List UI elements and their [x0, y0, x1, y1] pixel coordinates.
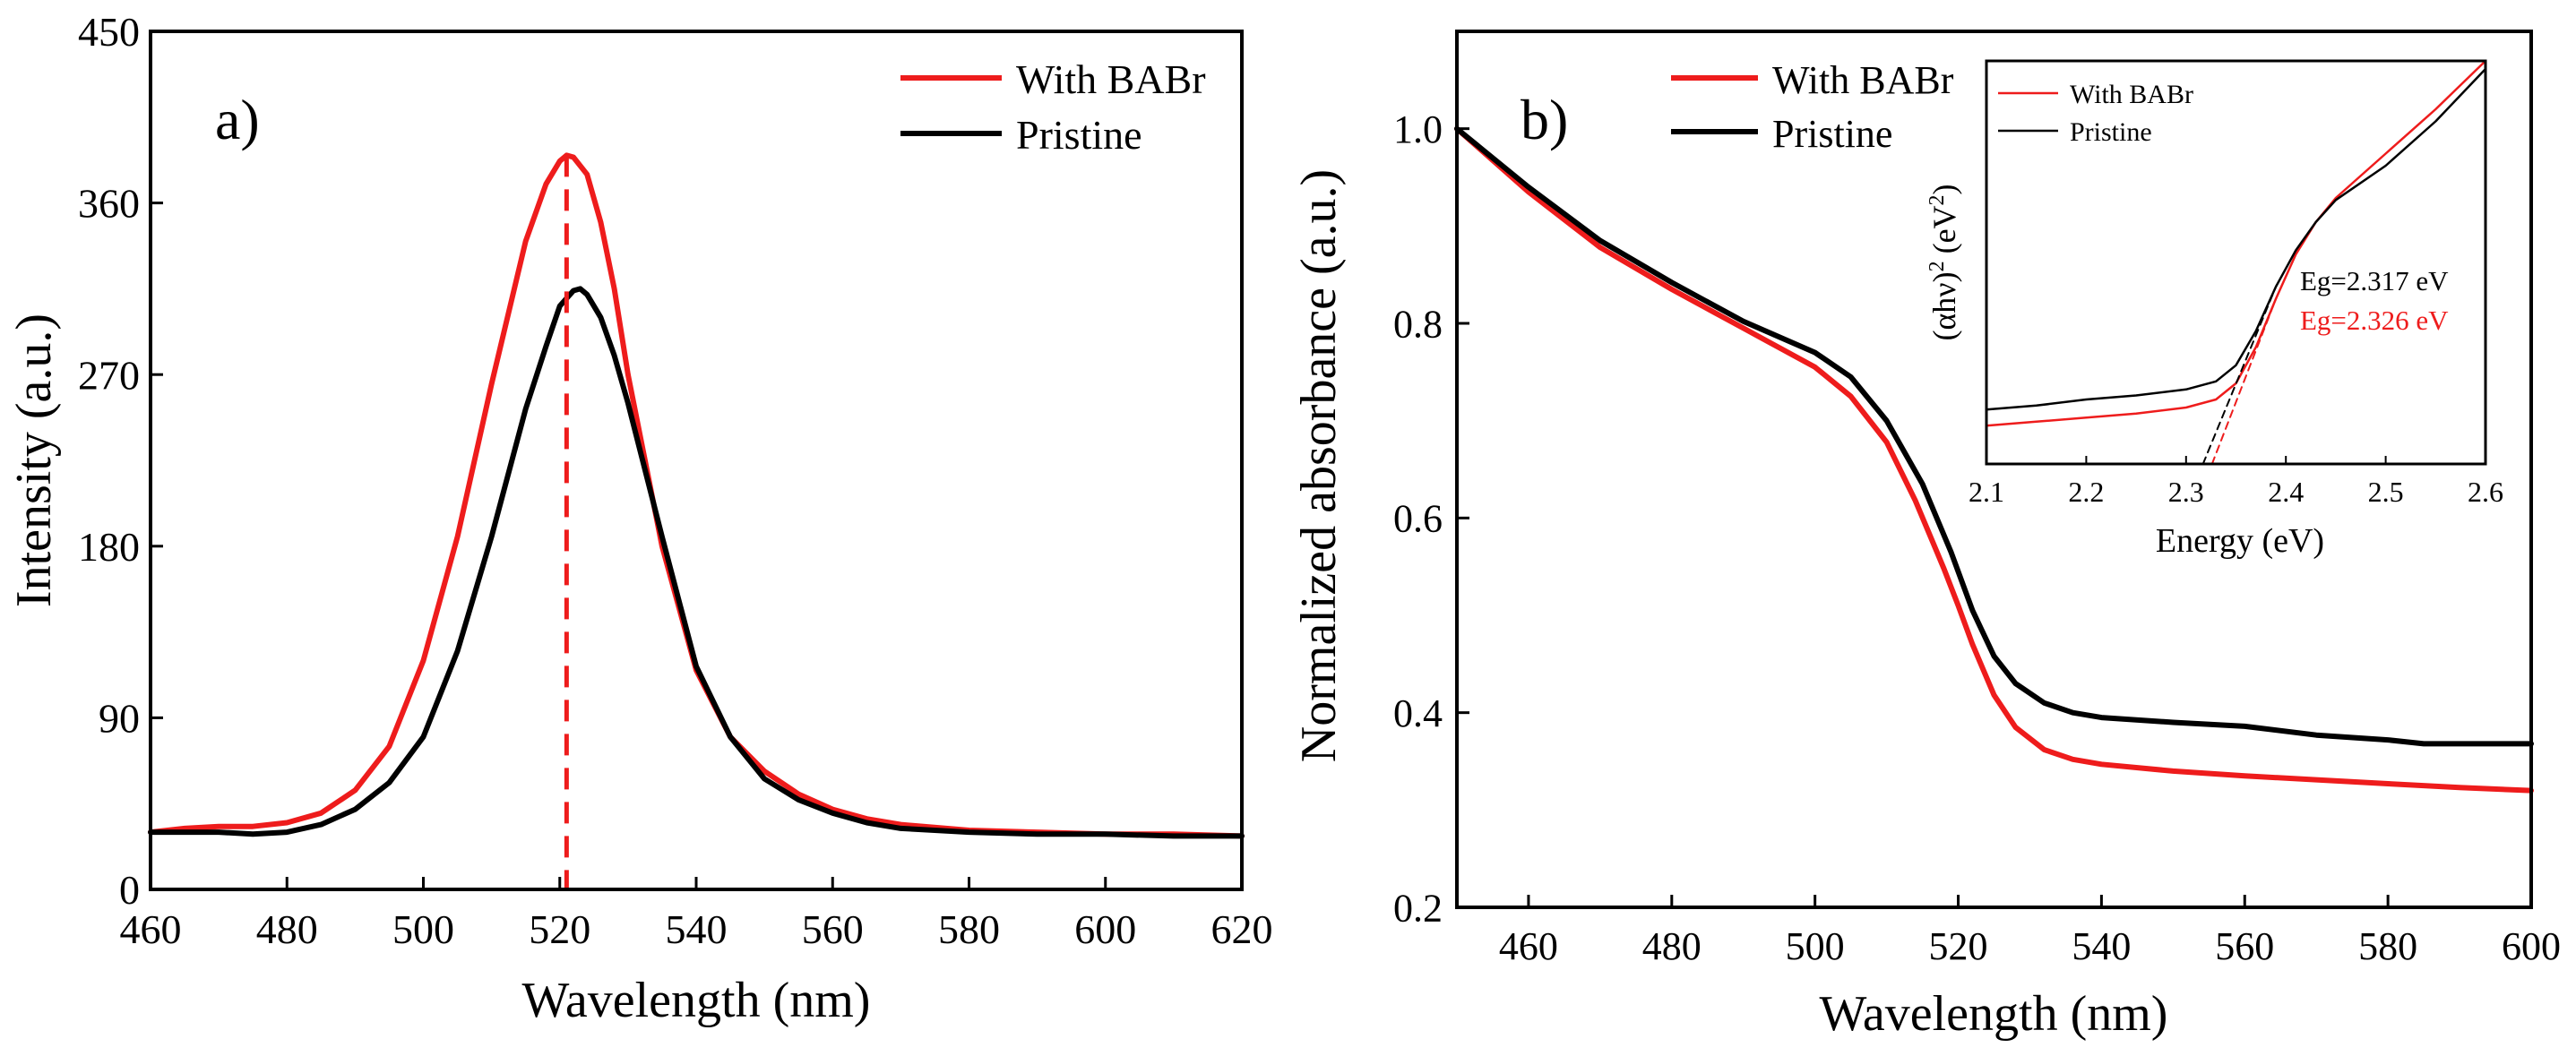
panel-b-curves [1454, 125, 2534, 794]
a-y-tick-label-1: 90 [99, 696, 140, 742]
inset-legend-label-with-babr: With BABr [2070, 80, 2193, 109]
b-y-tick-label-0: 0.2 [1393, 886, 1443, 930]
panel-a-ticks: 460 480 500 520 540 560 580 600 620 0 90 180 270 360 4… [78, 9, 1273, 952]
inset-x-axis-title: Energy (eV) [2156, 522, 2324, 560]
a-series-with-babr [148, 152, 1245, 839]
a-y-tick-label-0: 0 [119, 867, 140, 913]
inset-y-axis-title-base: (αhν) [1926, 271, 1962, 340]
a-x-tick-label-1: 480 [256, 906, 318, 952]
inset-chart: 2.1 2.2 2.3 2.4 2.5 2.6 Energy (eV) (αhν)2(eV… [1926, 59, 2503, 560]
b-x-tick-label-7: 600 [2502, 924, 2561, 968]
i-x-tick-label-4: 2.5 [2368, 476, 2404, 508]
panel-a-legend-label-pristine: Pristine [1016, 112, 1142, 158]
i-series-pristine-fit [2201, 286, 2278, 465]
inset-ticks: 2.1 2.2 2.3 2.4 2.5 2.6 [1969, 456, 2503, 508]
b-x-tick-label-3: 520 [1929, 924, 1988, 968]
i-series-with-babr [1985, 59, 2487, 427]
panel-a-legend-label-with-babr: With BABr [1016, 56, 1206, 102]
panel-b-legend-label-with-babr: With BABr [1772, 58, 1954, 102]
b-y-tick-label-4: 1.0 [1393, 107, 1443, 151]
i-x-tick-label-0: 2.1 [1969, 476, 2004, 508]
panel-a: 460 480 500 520 540 560 580 600 620 0 90 180 270 360 4… [6, 9, 1273, 1028]
a-y-tick-label-4: 360 [78, 181, 140, 227]
i-series-pristine [1985, 67, 2487, 411]
b-x-tick-label-6: 580 [2358, 924, 2417, 968]
panel-a-frame [149, 30, 1244, 891]
inset-legend-label-pristine: Pristine [2070, 117, 2152, 147]
panel-b-frame [1455, 30, 2533, 909]
inset-legend: With BABr Pristine [1998, 80, 2193, 147]
a-x-tick-label-8: 620 [1211, 906, 1273, 952]
a-x-tick-label-4: 540 [666, 906, 728, 952]
b-y-tick-label-3: 0.8 [1393, 302, 1443, 346]
i-x-tick-label-5: 2.6 [2468, 476, 2503, 508]
panel-a-y-axis-title: Intensity (a.u.) [6, 313, 62, 607]
b-x-tick-label-1: 480 [1642, 924, 1702, 968]
panel-b-ticks: 460 480 500 520 540 560 580 600 0.2 0.4 0.6 0.8 1.0 [1393, 107, 2561, 968]
inset-y-axis-title-sup-2: 2 [1926, 194, 1949, 205]
panel-b-label: b) [1521, 88, 1568, 151]
b-series-with-babr [1454, 125, 2534, 794]
inset-y-axis-title-unit: (eV [1926, 205, 1962, 253]
panel-a-x-axis-title: Wavelength (nm) [522, 973, 871, 1028]
i-x-tick-label-3: 2.4 [2268, 476, 2304, 508]
inset-y-axis-title-close: ) [1926, 184, 1962, 194]
inset-annotation-eg-pristine: Eg=2.317 eV [2300, 265, 2449, 296]
a-x-tick-label-0: 460 [120, 906, 182, 952]
b-y-tick-label-1: 0.4 [1393, 691, 1443, 735]
a-y-tick-label-3: 270 [78, 352, 140, 398]
panel-a-label: a) [215, 88, 260, 151]
a-x-tick-label-2: 500 [392, 906, 454, 952]
i-x-tick-label-1: 2.2 [2068, 476, 2104, 508]
a-x-tick-label-5: 560 [802, 906, 864, 952]
panel-b-legend-label-pristine: Pristine [1772, 112, 1892, 156]
a-y-tick-label-2: 180 [78, 524, 140, 570]
a-y-tick-label-5: 450 [78, 9, 140, 55]
panel-b: 460 480 500 520 540 560 580 6000.20.40.60.81.0 … [1291, 30, 2561, 1042]
inset-y-axis-title: (αhν)2(eV2) [1926, 184, 1962, 340]
a-x-tick-label-6: 580 [938, 906, 1000, 952]
panel-a-legend: With BABr Pristine [900, 56, 1206, 158]
b-x-tick-label-4: 540 [2072, 924, 2131, 968]
inset-frame [1985, 59, 2487, 466]
panel-b-legend: With BABr Pristine [1671, 58, 1954, 156]
b-x-tick-label-0: 460 [1499, 924, 1558, 968]
a-series-pristine [148, 286, 1245, 839]
b-x-tick-label-2: 500 [1786, 924, 1845, 968]
b-series-pristine [1454, 125, 2534, 747]
b-y-tick-label-2: 0.6 [1393, 497, 1443, 541]
a-x-tick-label-3: 520 [529, 906, 590, 952]
a-x-tick-label-7: 600 [1074, 906, 1136, 952]
panel-b-y-axis-title: Normalized absorbance (a.u.) [1291, 169, 1347, 762]
panel-a-curves [148, 152, 1245, 889]
i-x-tick-label-2: 2.3 [2168, 476, 2204, 508]
inset-y-axis-title-sup-1: 2 [1926, 261, 1949, 271]
i-series-with-babr-fit [2210, 297, 2278, 465]
inset-curves [1985, 59, 2487, 465]
panel-b-x-axis-title: Wavelength (nm) [1820, 986, 2168, 1042]
inset-annotation-eg-with-babr: Eg=2.326 eV [2300, 305, 2449, 336]
inset-background [1986, 61, 2486, 464]
b-x-tick-label-5: 560 [2215, 924, 2274, 968]
